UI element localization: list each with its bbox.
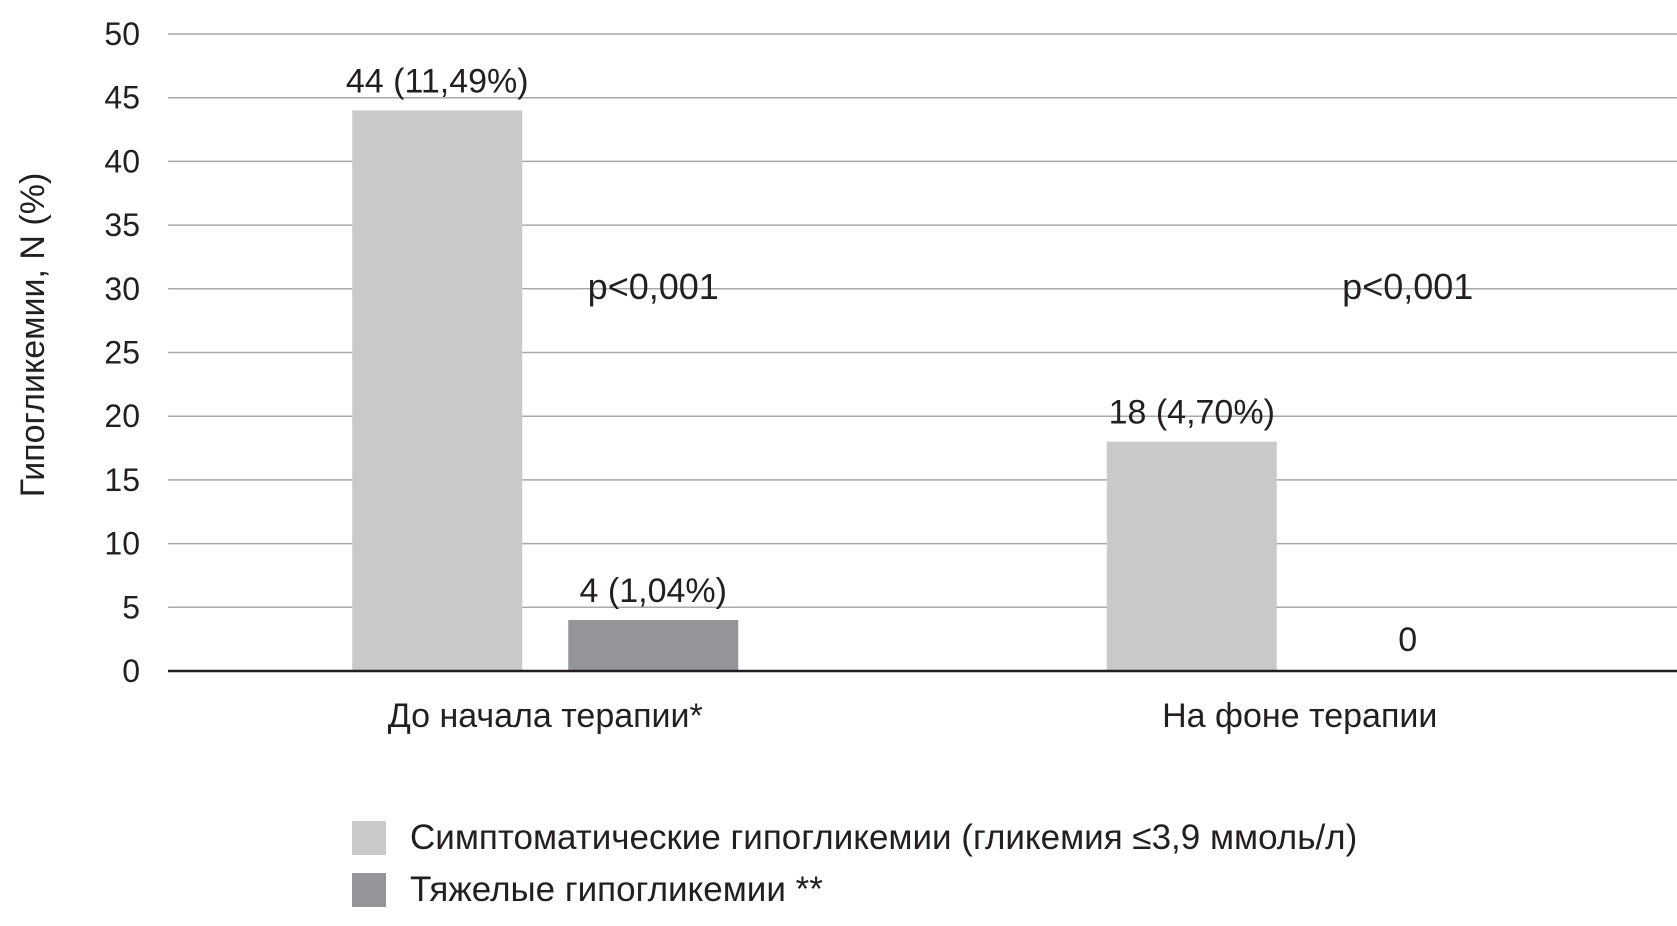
- annotations: p<0,001 p<0,001: [588, 266, 1474, 307]
- x-axis-categories: До начала терапии* На фоне терапии: [388, 697, 1438, 735]
- bar-chart: 0 5 10 15 20 25 30 35 40 45 50 44 (11,49%) 4 (1,04%…: [14, 16, 1677, 735]
- legend-item-symptomatic: Симптоматические гипогликемии (гликемия …: [352, 812, 1357, 864]
- bar: [568, 620, 739, 671]
- data-labels: 44 (11,49%) 4 (1,04%) 18 (4,70%) 0: [346, 62, 1417, 659]
- data-label: 18 (4,70%): [1109, 394, 1275, 432]
- y-tick-label: 15: [104, 462, 140, 498]
- y-tick-label: 10: [104, 526, 140, 562]
- bar: [1106, 441, 1277, 671]
- bar: [352, 110, 523, 671]
- data-label: 4 (1,04%): [580, 572, 727, 610]
- legend-swatch-symptomatic: [352, 821, 386, 855]
- y-tick-label: 50: [104, 16, 140, 52]
- p-value-annotation: p<0,001: [588, 266, 719, 307]
- y-tick-label: 30: [104, 271, 140, 307]
- legend-label-symptomatic: Симптоматические гипогликемии (гликемия …: [410, 818, 1358, 857]
- legend-item-severe: Тяжелые гипогликемии **: [352, 864, 1357, 916]
- y-tick-label: 35: [104, 207, 140, 243]
- y-tick-label: 0: [122, 653, 140, 689]
- y-tick-label: 25: [104, 335, 140, 371]
- legend-label-severe: Тяжелые гипогликемии **: [410, 870, 823, 909]
- y-axis-ticks: 0 5 10 15 20 25 30 35 40 45 50: [104, 16, 140, 689]
- y-tick-label: 20: [104, 398, 140, 434]
- data-label: 0: [1398, 621, 1417, 659]
- y-tick-label: 45: [104, 80, 140, 116]
- legend-swatch-severe: [352, 873, 386, 907]
- y-tick-label: 40: [104, 143, 140, 179]
- data-label: 44 (11,49%): [346, 62, 529, 100]
- y-axis-label: Гипогликемии, N (%): [14, 173, 52, 498]
- x-category-label: На фоне терапии: [1162, 697, 1437, 735]
- legend: Симптоматические гипогликемии (гликемия …: [352, 812, 1357, 916]
- p-value-annotation: p<0,001: [1342, 266, 1473, 307]
- y-tick-label: 5: [122, 589, 140, 625]
- x-category-label: До начала терапии*: [388, 697, 703, 735]
- bars: [352, 110, 1277, 671]
